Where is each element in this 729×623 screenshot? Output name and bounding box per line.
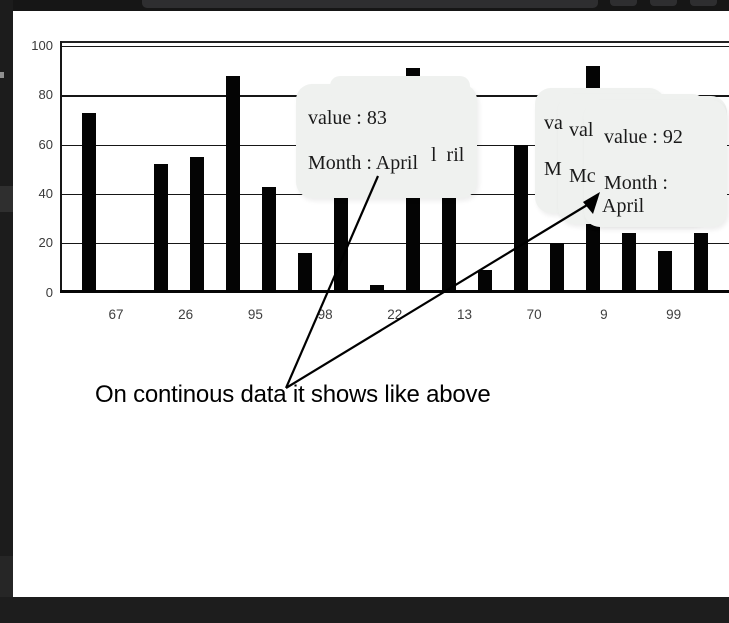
x-tick-label-26: 26 <box>178 307 194 322</box>
bar-11[interactable] <box>478 270 492 293</box>
bar-15[interactable] <box>622 233 636 293</box>
x-tick-label-99: 99 <box>666 307 682 322</box>
toolbar-button-3[interactable] <box>690 0 717 6</box>
y-tick-label-60: 60 <box>38 136 53 152</box>
toolbar-button-1[interactable] <box>610 0 637 6</box>
x-tick-label-13: 13 <box>456 307 473 322</box>
bar-2[interactable] <box>154 164 168 293</box>
bar-3[interactable] <box>190 156 204 293</box>
bar-16[interactable] <box>658 250 672 293</box>
bar-12[interactable] <box>514 144 528 293</box>
bar-10[interactable] <box>442 184 456 293</box>
tooltip-92-april-text: April <box>602 195 645 217</box>
tooltip-92-fragment-va: va <box>544 112 563 134</box>
x-tick-label-22: 22 <box>387 307 403 322</box>
tooltip-83-value-text: value : 83 <box>308 107 387 129</box>
bar-7[interactable] <box>334 193 348 293</box>
x-tick-label-95: 95 <box>247 307 263 322</box>
bar-8[interactable] <box>370 285 384 293</box>
gridline-100 <box>60 46 729 48</box>
toolbar-button-2[interactable] <box>650 0 677 6</box>
y-tick-label-100: 100 <box>31 38 53 53</box>
y-tick-label-0: 0 <box>45 284 53 300</box>
tooltip-value-83-bump <box>330 76 470 100</box>
top-toolbar <box>0 0 729 11</box>
x-tick-label-67: 67 <box>108 307 124 322</box>
x-tick-label-98: 98 <box>317 307 333 322</box>
bar-17[interactable] <box>694 233 708 293</box>
bar-13[interactable] <box>550 243 564 293</box>
y-tick-label-40: 40 <box>38 185 53 201</box>
x-tick-label-9: 9 <box>600 307 608 322</box>
tooltip-92-front-box <box>584 100 727 227</box>
tooltip-value-83 <box>296 84 477 198</box>
bar-5[interactable] <box>262 186 276 293</box>
bar-4[interactable] <box>226 75 240 293</box>
bar-1[interactable] <box>118 290 132 293</box>
tooltip-92-value-text: value : 92 <box>604 126 683 148</box>
left-side-rail <box>0 0 13 623</box>
y-tick-label-20: 20 <box>38 235 53 251</box>
rail-scroll-thumb[interactable] <box>0 186 13 212</box>
rail-bottom-segment <box>0 556 13 597</box>
y-tick-label-80: 80 <box>38 87 53 103</box>
tooltip-92-fragment-mc: Mc <box>569 165 596 187</box>
chart-top-border <box>60 41 729 43</box>
annotation-text: On continous data it shows like above <box>95 381 491 408</box>
bottom-taskbar <box>0 597 729 623</box>
bar-0[interactable] <box>82 112 96 293</box>
y-axis-line <box>60 41 62 292</box>
bar-6[interactable] <box>298 253 312 293</box>
tooltip-92-month-text: Month : <box>604 172 668 194</box>
x-tick-label-70: 70 <box>526 307 542 322</box>
tooltip-83-month-text: Month : April <box>308 152 419 174</box>
toolbar-inset-strip <box>142 0 598 8</box>
tooltip-92-fragment-m: M <box>544 158 562 180</box>
tooltip-83-overlap-fragment: l ril <box>431 144 465 166</box>
rail-notch <box>0 72 4 78</box>
tooltip-92-fragment-val: val <box>569 119 594 141</box>
